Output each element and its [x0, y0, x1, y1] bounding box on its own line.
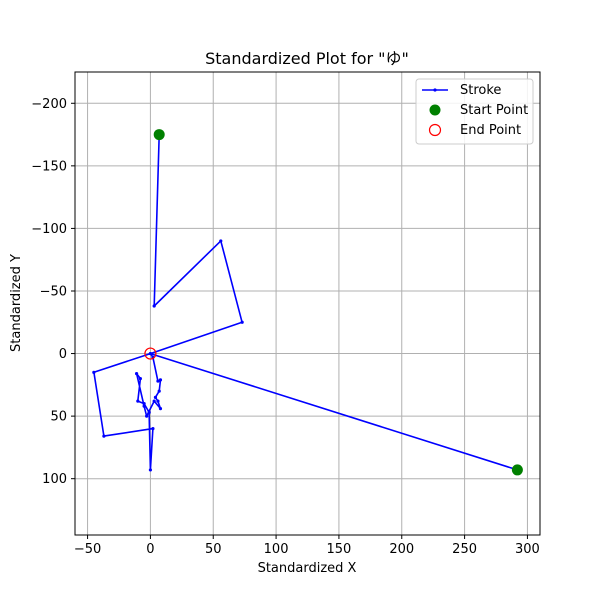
- start-point-marker: [511, 464, 523, 476]
- y-tick-label: −50: [40, 284, 67, 299]
- stroke-point: [158, 407, 163, 411]
- stroke-point: [157, 389, 161, 393]
- y-axis-label: Standardized Y: [9, 254, 24, 352]
- stroke-point: [152, 399, 156, 403]
- x-tick-label: 300: [515, 542, 540, 557]
- stroke-point: [151, 427, 155, 431]
- stroke-point: [156, 399, 160, 403]
- legend-label-start: Start Point: [460, 103, 528, 118]
- x-tick-label: 0: [146, 542, 154, 557]
- stroke-point: [153, 395, 158, 399]
- y-tick-label: 50: [50, 410, 67, 425]
- x-tick-label: 200: [389, 542, 414, 557]
- stroke-point: [92, 370, 96, 374]
- legend-label-stroke: Stroke: [460, 83, 501, 98]
- stroke-point: [152, 304, 156, 308]
- chart-title: Standardized Plot for "ゆ": [205, 49, 409, 68]
- plot-area: [92, 129, 523, 476]
- legend-label-end: End Point: [460, 123, 521, 138]
- stroke-point: [136, 399, 140, 403]
- stroke-line: [93, 134, 518, 471]
- legend-start-marker: [429, 104, 441, 116]
- legend-box: [415, 78, 534, 145]
- y-tick-label: −150: [31, 159, 67, 174]
- x-tick-label: 150: [327, 542, 352, 557]
- end-point-marker: [144, 347, 157, 360]
- stroke-point: [158, 378, 163, 382]
- grid: [75, 72, 540, 535]
- legend-end-marker: [428, 123, 442, 137]
- stroke-point: [148, 351, 153, 356]
- stroke-point: [240, 320, 244, 324]
- plot-frame: [74, 71, 541, 536]
- stroke-point: [134, 371, 139, 376]
- stroke-point: [138, 376, 142, 381]
- y-tick-label: −100: [31, 222, 67, 237]
- x-tick-label: 50: [205, 542, 222, 557]
- stroke-point: [148, 468, 153, 472]
- x-tick-label: 250: [452, 542, 477, 557]
- stroke-point: [142, 402, 146, 406]
- legend-stroke-marker: [433, 88, 437, 92]
- stroke-point: [156, 379, 160, 383]
- x-tick-label: −50: [74, 542, 101, 557]
- stroke-point: [147, 410, 151, 414]
- x-tick-label: 100: [264, 542, 289, 557]
- stroke-point: [102, 434, 106, 438]
- stroke-point: [219, 239, 223, 243]
- y-tick-label: 0: [59, 347, 67, 362]
- ticks: −50 0 50 100 150 200 250 300 −200 −150 −100 −50 0 50 1…: [31, 97, 540, 557]
- y-tick-label: 100: [42, 472, 67, 487]
- stroke-point: [142, 404, 146, 408]
- x-axis-label: Standardized X: [258, 561, 357, 576]
- stroke-point: [145, 414, 149, 418]
- stroke-start-marker: [153, 129, 165, 141]
- legend: Stroke Start Point End Point: [415, 78, 534, 145]
- y-tick-label: −200: [31, 97, 67, 112]
